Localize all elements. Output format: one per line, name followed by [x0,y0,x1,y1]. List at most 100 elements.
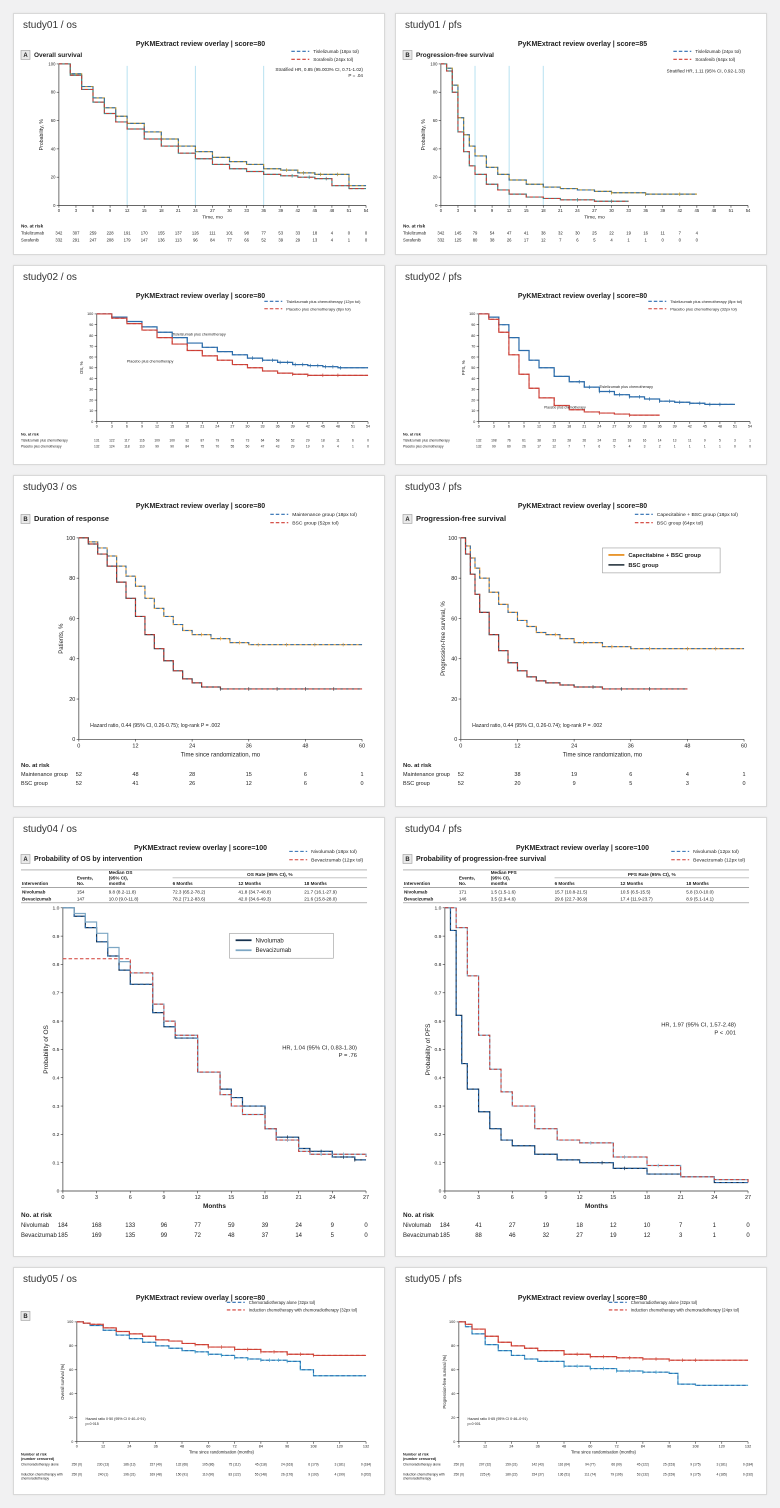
y-tick-label: 0.1 [434,1160,441,1166]
y-tick-label: 100 [66,536,75,542]
x-tick-label: 15 [142,208,147,213]
panel-tag: study04 / os [23,824,77,835]
y-tick-label: 20 [471,398,475,402]
risk-count: 61 [522,439,526,443]
y-tick-label: 80 [433,90,438,95]
x-tick-label: 48 [330,208,335,213]
y-tick-label: 0.2 [434,1132,441,1138]
y-tick-label: 0 [57,1189,60,1195]
y-tick-label: 70 [89,345,93,349]
risk-count: 122 [109,439,115,443]
annotation: HR, 1.04 (95% CI, 0.83-1.30) [282,1045,357,1051]
overlay-title: PyKMExtract review overlay | score=100 [134,845,267,852]
y-tick-label: 60 [69,1368,73,1372]
y-tick-label: 100 [469,312,475,316]
risk-count: 53 (132) [637,1472,649,1476]
risk-count: 99 [155,445,159,449]
risk-count: 4 [610,237,613,242]
overlay-title: PyKMExtract review overlay | score=85 [518,41,647,48]
table-cell: 147 [77,896,85,901]
risk-count: 18 [576,1223,583,1229]
risk-count: 1 [361,772,364,778]
inner-legend-box [602,547,721,574]
risk-count: 133 [125,1223,136,1229]
panel-tag: study05 / os [23,1274,77,1285]
risk-count: 79 [473,230,478,235]
x-tick-label: 54 [748,425,752,429]
risk-count: 7 [568,445,570,449]
risk-count: 55 [231,445,235,449]
table-cell: 17.4 (11.9-23.7) [620,896,653,901]
risk-count: 0 [364,1233,368,1239]
x-tick-label: 60 [588,1445,592,1449]
y-tick-label: 60 [471,355,475,359]
risk-table-header: No. at risk [21,1212,52,1219]
x-tick-label: 6 [92,208,95,213]
table-sub-header: 18 Months [304,881,327,886]
km-plot-study01-os: PyKMExtract review overlay | score=80 A Ov… [20,41,369,242]
risk-row-label: Tislelizumab plus chemotherapy [403,439,450,443]
risk-count: 0 [734,445,736,449]
risk-count: 38 [537,439,541,443]
risk-count: 20 [514,781,520,787]
y-tick-label: 0 [453,1440,455,1444]
y-tick-label: 40 [51,146,56,151]
km-plot-study02-pfs: PyKMExtract review overlay | score=80 Tis… [403,293,752,449]
km-curve-Sorafenib [58,63,367,190]
curve-label: Placebo plus chemotherapy [544,406,586,410]
y-axis-label: OS, % [79,361,84,374]
overlay-curve-Chemoradiotherapy alone [76,1321,367,1377]
km-plot-study03-os: PyKMExtract review overlay | score=80 B Du… [20,503,365,787]
y-tick-label: 0.2 [52,1132,59,1138]
risk-count: 27 [576,1233,583,1239]
chart-panel-study01-pfs: study01 / pfs PyKMExtract review overlay … [395,13,767,255]
risk-count: 1 [749,439,751,443]
x-tick-label: 3 [75,208,78,213]
risk-table-header: Number at risk (number censored) [21,1453,55,1461]
x-tick-label: 21 [582,425,586,429]
risk-count: 4 [331,230,334,235]
y-tick-label: 0 [72,737,75,743]
risk-count: 145 [454,230,462,235]
risk-row-label: Sorafenib [403,237,422,242]
km-curve-Maintenance group [78,537,363,646]
risk-row-label: Chemoradiotherapy alone [21,1463,59,1467]
risk-count: 0 [746,1233,750,1239]
km-curve-Induction chemotherapy with chemoradiotherapy [458,1321,749,1361]
risk-count: 79 (106) [610,1472,622,1476]
risk-row-label: BSC group [403,781,430,787]
risk-count: 207 (32) [479,1463,491,1467]
risk-count: 132 (66) [176,1463,188,1467]
x-tick-label: 48 [562,1445,566,1449]
y-axis-label: Probability of OS [43,1024,50,1073]
risk-row-label: Placebo plus chemotherapy [403,445,444,449]
y-tick-label: 20 [51,175,56,180]
risk-count: 16 [643,230,648,235]
y-tick-label: 0 [71,1440,73,1444]
risk-row-label: Tislelizumab [403,230,427,235]
y-tick-label: 0 [91,420,93,424]
risk-count: 109 [154,439,160,443]
inner-legend-label: Nivolumab [256,938,285,944]
risk-count: 5 [613,445,615,449]
risk-count: 3 [679,1233,683,1239]
km-plot-study05-os: PyKMExtract review overlay | score=80 B Ch… [20,1295,371,1480]
x-tick-label: 6 [129,1195,132,1201]
chart-panel-study01-os: study01 / os PyKMExtract review overlay |… [13,13,385,255]
km-curve-Induction chemotherapy with chemoradiotherapy [76,1321,367,1357]
y-tick-label: 30 [89,388,93,392]
risk-count: 12 [552,445,556,449]
risk-count: 19 [306,445,310,449]
table-sub-header: 6 Months [555,881,576,886]
risk-count: 33 [295,230,300,235]
risk-count: 3 [734,439,736,443]
x-tick-label: 12 [132,743,138,749]
risk-table-header: No. at risk [21,223,44,228]
risk-count: 75 (112) [229,1463,241,1467]
x-tick-label: 132 [745,1445,751,1449]
risk-count: 50 [246,445,250,449]
table-span-header: PFS Rate (95% CI), % [628,872,677,878]
risk-count: 99 [492,445,496,449]
table-cell: 154 [77,889,85,894]
x-axis-label: Time since randomization, mo [563,752,643,758]
